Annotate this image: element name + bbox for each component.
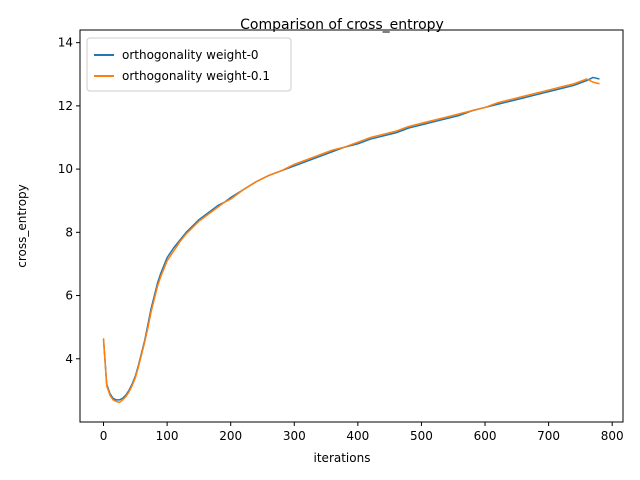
plot-frame [79, 29, 624, 423]
legend-label-0: orthogonality weight-0 [122, 48, 259, 62]
chart-title: Comparison of cross_entropy [240, 17, 444, 33]
y-axis-label: cross_entropy [15, 184, 29, 268]
y-tick-label: 10 [58, 162, 73, 176]
x-tick-label: 600 [474, 429, 497, 443]
x-axis-label: iterations [314, 451, 371, 465]
y-tick-label: 8 [65, 225, 73, 239]
x-tick-label: 400 [346, 429, 369, 443]
legend-box [86, 37, 292, 92]
legend: orthogonality weight-0 orthogonality weig… [86, 37, 292, 92]
y-tick-label: 12 [58, 99, 73, 113]
y-tick-label: 6 [65, 289, 73, 303]
x-tick-label: 700 [537, 429, 560, 443]
series-line-0 [102, 76, 600, 401]
y-tick-label: 4 [65, 352, 73, 366]
y-tick-label: 14 [58, 36, 73, 50]
x-tick-label: 300 [283, 429, 306, 443]
legend-label-1: orthogonality weight-0.1 [122, 69, 270, 83]
x-tick-label: 500 [410, 429, 433, 443]
x-tick-label: 0 [100, 429, 108, 443]
x-tick-label: 100 [156, 429, 179, 443]
y-axis: 4 6 8 10 12 14 [58, 36, 80, 366]
x-tick-label: 800 [601, 429, 624, 443]
x-axis: 0 100 200 300 400 500 600 700 800 [100, 422, 624, 443]
x-tick-label: 200 [219, 429, 242, 443]
series-layer [102, 76, 600, 404]
series-line-1 [102, 78, 600, 404]
